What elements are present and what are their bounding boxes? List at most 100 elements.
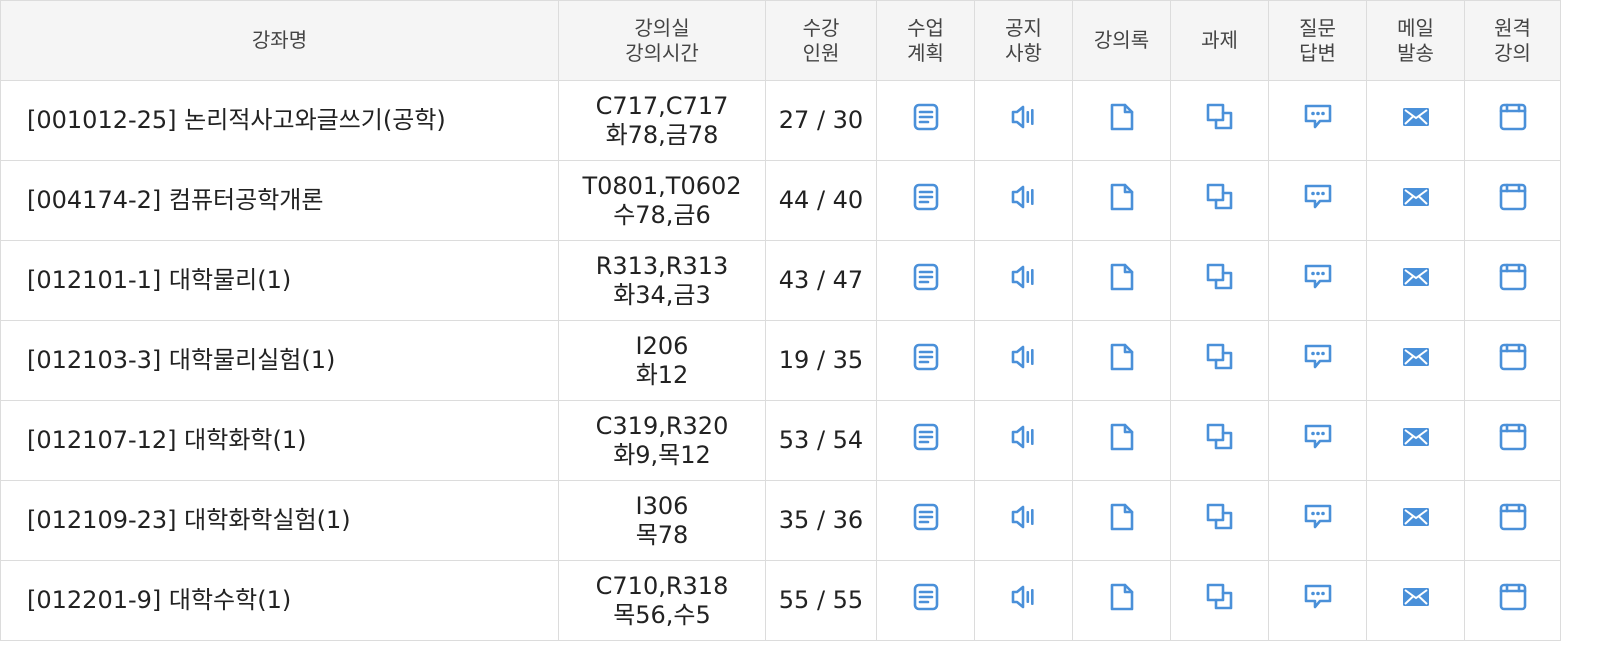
header-mail: 메일 발송 <box>1366 0 1465 81</box>
page-icon[interactable] <box>1105 340 1139 374</box>
course-name[interactable]: [001012-25] 논리적사고와글쓰기(공학) <box>0 80 559 161</box>
envelope-icon[interactable] <box>1399 260 1433 294</box>
notice-cell <box>974 480 1073 561</box>
overlap-squares-icon[interactable] <box>1203 180 1237 214</box>
remote-cell <box>1464 240 1561 321</box>
chat-bubble-icon[interactable] <box>1301 580 1335 614</box>
page-icon[interactable] <box>1105 100 1139 134</box>
header-syllabus: 수업 계획 <box>876 0 975 81</box>
browser-window-icon[interactable] <box>1496 420 1530 454</box>
page-icon[interactable] <box>1105 500 1139 534</box>
chat-bubble-icon[interactable] <box>1301 100 1335 134</box>
enrollment-count: 35 / 36 <box>765 480 877 561</box>
syllabus-cell <box>876 400 975 481</box>
room-time-cell: I306 목78 <box>558 480 766 561</box>
overlap-squares-icon[interactable] <box>1203 420 1237 454</box>
chat-bubble-icon[interactable] <box>1301 420 1335 454</box>
browser-window-icon[interactable] <box>1496 260 1530 294</box>
mail-cell <box>1366 160 1465 241</box>
overlap-squares-icon[interactable] <box>1203 340 1237 374</box>
table-row: [012201-9] 대학수학(1) C710,R318 목56,수5 55 / … <box>0 560 1606 641</box>
syllabus-cell <box>876 240 975 321</box>
table-row: [001012-25] 논리적사고와글쓰기(공학) C717,C717 화78,금… <box>0 80 1606 161</box>
browser-window-icon[interactable] <box>1496 340 1530 374</box>
envelope-icon[interactable] <box>1399 340 1433 374</box>
classroom: I306 <box>635 491 689 520</box>
class-time: 화34,금3 <box>613 280 711 309</box>
syllabus-cell <box>876 480 975 561</box>
browser-window-icon[interactable] <box>1496 100 1530 134</box>
assignment-cell <box>1170 400 1269 481</box>
page-icon[interactable] <box>1105 260 1139 294</box>
table-header-row: 강좌명 강의실 강의시간 수강 인원 수업 계획 공지 사항 강의록 과제 질문 답변 메… <box>0 0 1606 81</box>
speaker-icon[interactable] <box>1007 260 1041 294</box>
lecture-notes-cell <box>1072 400 1171 481</box>
qna-cell <box>1268 400 1367 481</box>
assignment-cell <box>1170 320 1269 401</box>
remote-cell <box>1464 320 1561 401</box>
course-name[interactable]: [012103-3] 대학물리실험(1) <box>0 320 559 401</box>
document-list-icon[interactable] <box>909 340 943 374</box>
document-list-icon[interactable] <box>909 500 943 534</box>
browser-window-icon[interactable] <box>1496 180 1530 214</box>
notice-cell <box>974 240 1073 321</box>
overlap-squares-icon[interactable] <box>1203 580 1237 614</box>
chat-bubble-icon[interactable] <box>1301 180 1335 214</box>
overlap-squares-icon[interactable] <box>1203 260 1237 294</box>
assignment-cell <box>1170 240 1269 321</box>
document-list-icon[interactable] <box>909 100 943 134</box>
page-icon[interactable] <box>1105 180 1139 214</box>
chat-bubble-icon[interactable] <box>1301 500 1335 534</box>
chat-bubble-icon[interactable] <box>1301 260 1335 294</box>
browser-window-icon[interactable] <box>1496 580 1530 614</box>
chat-bubble-icon[interactable] <box>1301 340 1335 374</box>
notice-cell <box>974 320 1073 401</box>
speaker-icon[interactable] <box>1007 100 1041 134</box>
course-name[interactable]: [012107-12] 대학화학(1) <box>0 400 559 481</box>
course-name[interactable]: [012201-9] 대학수학(1) <box>0 560 559 641</box>
speaker-icon[interactable] <box>1007 580 1041 614</box>
speaker-icon[interactable] <box>1007 180 1041 214</box>
header-notice: 공지 사항 <box>974 0 1073 81</box>
class-time: 화78,금78 <box>605 120 719 149</box>
page-icon[interactable] <box>1105 580 1139 614</box>
mail-cell <box>1366 560 1465 641</box>
overlap-squares-icon[interactable] <box>1203 500 1237 534</box>
document-list-icon[interactable] <box>909 580 943 614</box>
syllabus-cell <box>876 320 975 401</box>
envelope-icon[interactable] <box>1399 580 1433 614</box>
header-room-time: 강의실 강의시간 <box>558 0 766 81</box>
course-name[interactable]: [012101-1] 대학물리(1) <box>0 240 559 321</box>
qna-cell <box>1268 560 1367 641</box>
page-icon[interactable] <box>1105 420 1139 454</box>
speaker-icon[interactable] <box>1007 500 1041 534</box>
qna-cell <box>1268 480 1367 561</box>
envelope-icon[interactable] <box>1399 420 1433 454</box>
browser-window-icon[interactable] <box>1496 500 1530 534</box>
room-time-cell: C710,R318 목56,수5 <box>558 560 766 641</box>
qna-cell <box>1268 320 1367 401</box>
classroom: C717,C717 <box>595 91 729 120</box>
table-row: [004174-2] 컴퓨터공학개론 T0801,T0602 수78,금6 44 … <box>0 160 1606 241</box>
lecture-notes-cell <box>1072 480 1171 561</box>
document-list-icon[interactable] <box>909 180 943 214</box>
document-list-icon[interactable] <box>909 420 943 454</box>
course-name[interactable]: [004174-2] 컴퓨터공학개론 <box>0 160 559 241</box>
document-list-icon[interactable] <box>909 260 943 294</box>
qna-cell <box>1268 80 1367 161</box>
envelope-icon[interactable] <box>1399 180 1433 214</box>
table-row: [012103-3] 대학물리실험(1) I206 화12 19 / 35 <box>0 320 1606 401</box>
classroom: T0801,T0602 <box>582 171 742 200</box>
remote-cell <box>1464 480 1561 561</box>
qna-cell <box>1268 240 1367 321</box>
speaker-icon[interactable] <box>1007 420 1041 454</box>
assignment-cell <box>1170 80 1269 161</box>
class-time: 화9,목12 <box>613 440 711 469</box>
envelope-icon[interactable] <box>1399 500 1433 534</box>
table-row: [012107-12] 대학화학(1) C319,R320 화9,목12 53 /… <box>0 400 1606 481</box>
notice-cell <box>974 80 1073 161</box>
overlap-squares-icon[interactable] <box>1203 100 1237 134</box>
envelope-icon[interactable] <box>1399 100 1433 134</box>
course-name[interactable]: [012109-23] 대학화학실험(1) <box>0 480 559 561</box>
speaker-icon[interactable] <box>1007 340 1041 374</box>
